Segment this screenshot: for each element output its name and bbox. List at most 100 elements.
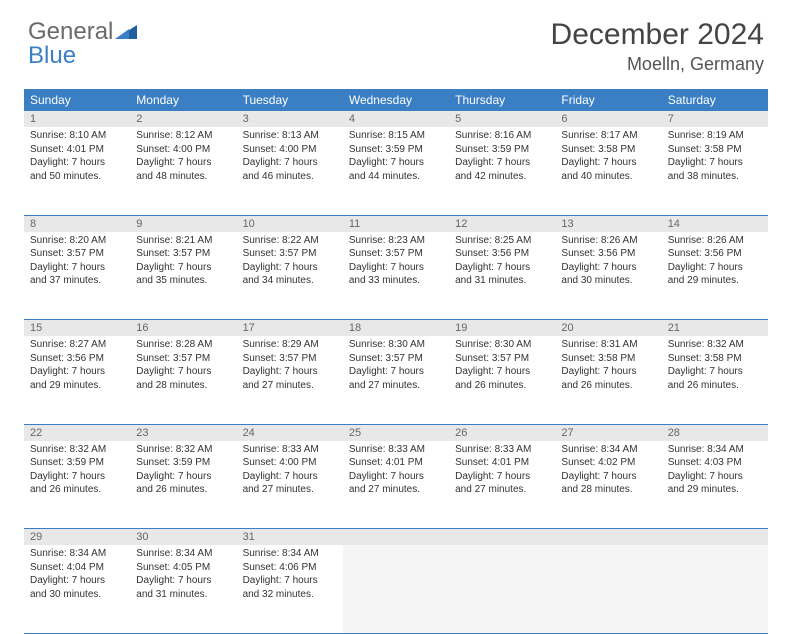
sunset-line: Sunset: 3:56 PM: [455, 248, 529, 259]
daylight-line: Daylight: 7 hours and 27 minutes.: [243, 366, 318, 391]
day-content-cell: Sunrise: 8:29 AMSunset: 3:57 PMDaylight:…: [237, 336, 343, 424]
sunrise-line: Sunrise: 8:10 AM: [30, 130, 106, 141]
day-number-cell: 15: [24, 320, 130, 337]
sunrise-line: Sunrise: 8:30 AM: [455, 339, 531, 350]
sunrise-line: Sunrise: 8:21 AM: [136, 235, 212, 246]
sunset-line: Sunset: 3:58 PM: [668, 144, 742, 155]
day-content-cell: Sunrise: 8:32 AMSunset: 3:58 PMDaylight:…: [662, 336, 768, 424]
weekday-header: Monday: [130, 89, 236, 111]
triangle-icon: [115, 18, 137, 46]
daylight-line: Daylight: 7 hours and 28 minutes.: [561, 471, 636, 496]
day-number-cell: 5: [449, 111, 555, 127]
day-content-row: Sunrise: 8:32 AM Sunset: 3:59 PM Daylight:…: [24, 441, 768, 529]
daylight-line: Daylight: 7 hours and 27 minutes.: [455, 471, 530, 496]
day-number-cell: 22: [24, 424, 130, 441]
sunrise-line: Sunrise: 8:22 AM: [243, 235, 319, 246]
day-content-cell: Sunrise: 8:26 AMSunset: 3:56 PMDaylight:…: [555, 232, 661, 320]
day-content-cell: Sunrise: 8:33 AMSunset: 4:01 PMDaylight:…: [449, 441, 555, 529]
sunset-line: Sunset: 3:58 PM: [668, 353, 742, 364]
weekday-header: Sunday: [24, 89, 130, 111]
day-details: Sunrise: 8:13 AMSunset: 4:00 PMDaylight:…: [237, 127, 343, 187]
day-number-cell: 18: [343, 320, 449, 337]
sunset-line: Sunset: 3:57 PM: [30, 248, 104, 259]
daylight-line: Daylight: 7 hours and 26 minutes.: [30, 471, 105, 496]
sunset-line: Sunset: 4:01 PM: [30, 144, 104, 155]
day-number-cell: 8: [24, 215, 130, 232]
day-number-cell: [662, 529, 768, 546]
daylight-line: Daylight: 7 hours and 27 minutes.: [349, 366, 424, 391]
day-number-cell: [449, 529, 555, 546]
day-content-cell: Sunrise: 8:34 AMSunset: 4:03 PMDaylight:…: [662, 441, 768, 529]
month-title: December 2024: [551, 18, 764, 52]
day-number-cell: 13: [555, 215, 661, 232]
sunrise-line: Sunrise: 8:33 AM: [243, 444, 319, 455]
day-number-row: 22232425262728: [24, 424, 768, 441]
sunrise-line: Sunrise: 8:13 AM: [243, 130, 319, 141]
sunrise-line: Sunrise: 8:34 AM: [561, 444, 637, 455]
day-content-cell: Sunrise: 8:15 AMSunset: 3:59 PMDaylight:…: [343, 127, 449, 215]
day-number-cell: 3: [237, 111, 343, 127]
day-content-cell: Sunrise: 8:34 AMSunset: 4:06 PMDaylight:…: [237, 545, 343, 633]
day-content-cell: [662, 545, 768, 633]
sunset-line: Sunset: 3:59 PM: [136, 457, 210, 468]
sunrise-line: Sunrise: 8:16 AM: [455, 130, 531, 141]
day-number-cell: 19: [449, 320, 555, 337]
day-details: Sunrise: 8:23 AMSunset: 3:57 PMDaylight:…: [343, 232, 449, 292]
day-details: Sunrise: 8:20 AM Sunset: 3:57 PM Daylight:…: [24, 232, 130, 292]
day-details: Sunrise: 8:26 AMSunset: 3:56 PMDaylight:…: [555, 232, 661, 292]
day-content-cell: Sunrise: 8:23 AMSunset: 3:57 PMDaylight:…: [343, 232, 449, 320]
sunrise-line: Sunrise: 8:20 AM: [30, 235, 106, 246]
day-number-row: 891011121314: [24, 215, 768, 232]
day-content-cell: Sunrise: 8:13 AMSunset: 4:00 PMDaylight:…: [237, 127, 343, 215]
day-content-cell: Sunrise: 8:34 AMSunset: 4:02 PMDaylight:…: [555, 441, 661, 529]
sunset-line: Sunset: 3:58 PM: [561, 353, 635, 364]
sunset-line: Sunset: 3:58 PM: [561, 144, 635, 155]
day-content-cell: Sunrise: 8:17 AMSunset: 3:58 PMDaylight:…: [555, 127, 661, 215]
sunset-line: Sunset: 3:56 PM: [668, 248, 742, 259]
day-content-cell: [449, 545, 555, 633]
day-details: Sunrise: 8:22 AMSunset: 3:57 PMDaylight:…: [237, 232, 343, 292]
title-block: December 2024 Moelln, Germany: [551, 18, 764, 75]
day-number-cell: 20: [555, 320, 661, 337]
day-content-cell: Sunrise: 8:21 AMSunset: 3:57 PMDaylight:…: [130, 232, 236, 320]
day-content-row: Sunrise: 8:27 AMSunset: 3:56 PMDaylight:…: [24, 336, 768, 424]
sunset-line: Sunset: 4:00 PM: [243, 457, 317, 468]
daylight-line: Daylight: 7 hours and 31 minutes.: [455, 262, 530, 287]
day-number-cell: 17: [237, 320, 343, 337]
day-details: Sunrise: 8:34 AMSunset: 4:02 PMDaylight:…: [555, 441, 661, 501]
day-number-cell: 16: [130, 320, 236, 337]
sunrise-line: Sunrise: 8:32 AM: [30, 444, 106, 455]
daylight-line: Daylight: 7 hours and 31 minutes.: [136, 575, 211, 600]
day-content-cell: Sunrise: 8:12 AMSunset: 4:00 PMDaylight:…: [130, 127, 236, 215]
day-content-cell: Sunrise: 8:25 AMSunset: 3:56 PMDaylight:…: [449, 232, 555, 320]
day-details: Sunrise: 8:30 AMSunset: 3:57 PMDaylight:…: [343, 336, 449, 396]
daylight-line: Daylight: 7 hours and 29 minutes.: [30, 366, 105, 391]
sunset-line: Sunset: 3:59 PM: [349, 144, 423, 155]
day-details: Sunrise: 8:32 AMSunset: 3:59 PMDaylight:…: [24, 441, 130, 501]
day-details: Sunrise: 8:19 AMSunset: 3:58 PMDaylight:…: [662, 127, 768, 187]
day-number-cell: 11: [343, 215, 449, 232]
daylight-line: Daylight: 7 hours and 37 minutes.: [30, 262, 105, 287]
sunrise-line: Sunrise: 8:34 AM: [668, 444, 744, 455]
day-number-cell: 9: [130, 215, 236, 232]
day-details: Sunrise: 8:34 AMSunset: 4:06 PMDaylight:…: [237, 545, 343, 605]
day-content-cell: Sunrise: 8:26 AMSunset: 3:56 PMDaylight:…: [662, 232, 768, 320]
daylight-line: Daylight: 7 hours and 33 minutes.: [349, 262, 424, 287]
daylight-line: Daylight: 7 hours and 29 minutes.: [668, 471, 743, 496]
day-content-cell: Sunrise: 8:31 AMSunset: 3:58 PMDaylight:…: [555, 336, 661, 424]
location: Moelln, Germany: [551, 54, 764, 75]
sunset-line: Sunset: 3:59 PM: [455, 144, 529, 155]
sunrise-line: Sunrise: 8:33 AM: [349, 444, 425, 455]
day-content-row: Sunrise: 8:34 AMSunset: 4:04 PMDaylight:…: [24, 545, 768, 633]
daylight-line: Daylight: 7 hours and 50 minutes.: [30, 157, 105, 182]
day-number-cell: 24: [237, 424, 343, 441]
daylight-line: Daylight: 7 hours and 42 minutes.: [455, 157, 530, 182]
day-number-cell: 4: [343, 111, 449, 127]
day-content-cell: Sunrise: 8:33 AMSunset: 4:00 PMDaylight:…: [237, 441, 343, 529]
sunset-line: Sunset: 3:57 PM: [349, 353, 423, 364]
daylight-line: Daylight: 7 hours and 26 minutes.: [561, 366, 636, 391]
sunset-line: Sunset: 4:01 PM: [349, 457, 423, 468]
sunrise-line: Sunrise: 8:32 AM: [136, 444, 212, 455]
day-number-cell: 12: [449, 215, 555, 232]
daylight-line: Daylight: 7 hours and 46 minutes.: [243, 157, 318, 182]
